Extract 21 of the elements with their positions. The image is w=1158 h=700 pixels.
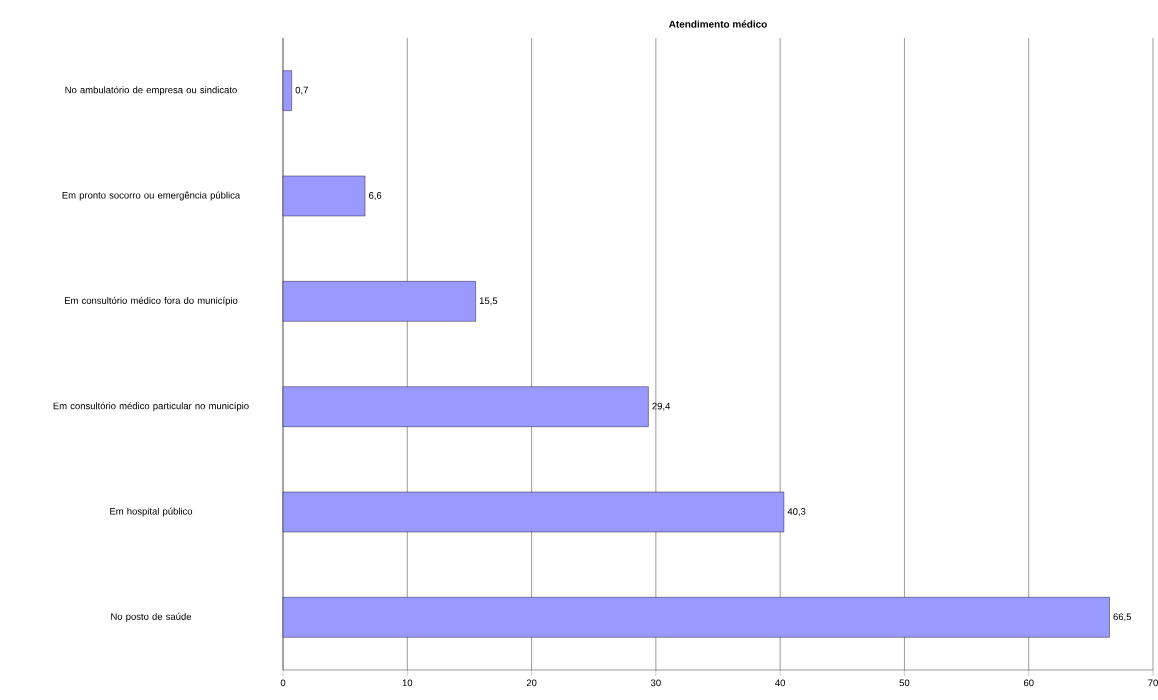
y-tick-label: Em consultório médico fora do município xyxy=(64,296,238,306)
x-tick-label: 0 xyxy=(280,679,286,687)
x-tick-label: 60 xyxy=(1023,679,1034,687)
x-tick-label: 10 xyxy=(402,679,413,687)
y-tick-label: Em hospital público xyxy=(110,507,193,517)
data-label: 0,7 xyxy=(295,86,308,95)
data-label: 66,5 xyxy=(1113,613,1132,622)
x-tick-label: 70 xyxy=(1148,679,1158,687)
chart-title: Atendimento médico xyxy=(668,20,767,28)
x-tick-label: 30 xyxy=(650,679,661,687)
x-tick-label: 40 xyxy=(775,679,786,687)
data-label: 29,4 xyxy=(652,402,671,411)
y-tick-label: Em pronto socorro ou emergência pública xyxy=(62,191,241,201)
y-tick-label: Em consultório médico particular no município xyxy=(53,402,249,412)
y-tick-label: No ambulatório de empresa ou sindicato xyxy=(65,86,237,96)
data-label: 15,5 xyxy=(479,297,498,306)
data-label: 40,3 xyxy=(787,508,806,516)
data-label: 6,6 xyxy=(369,192,382,200)
x-tick-label: 50 xyxy=(899,679,910,687)
x-tick-label: 20 xyxy=(526,679,537,687)
y-tick-label: No posto de saúde xyxy=(111,612,192,622)
